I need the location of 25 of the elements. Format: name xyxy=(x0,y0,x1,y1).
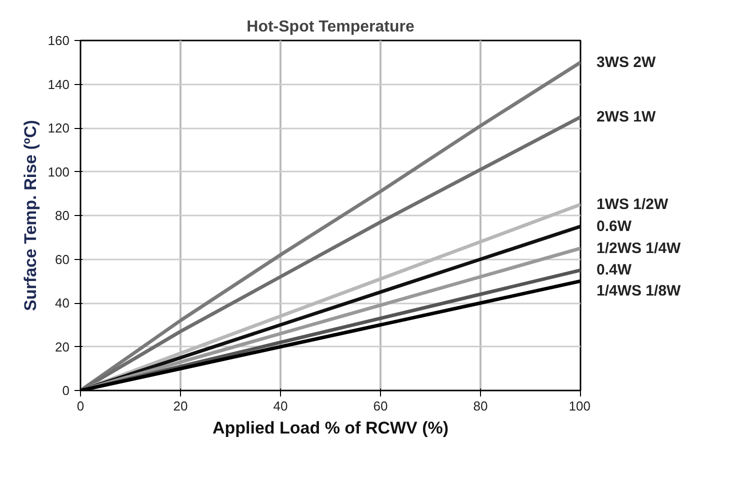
chart-title: Hot-Spot Temperature xyxy=(246,18,414,36)
y-tick-label: 120 xyxy=(48,120,70,136)
y-tick-label: 20 xyxy=(55,339,70,354)
x-tick-label: 40 xyxy=(273,398,288,414)
series-label: 1/4WS 1/8W xyxy=(596,282,682,300)
y-tick-label: 100 xyxy=(48,164,70,180)
x-tick-label: 60 xyxy=(373,398,388,414)
series-label: 0.6W xyxy=(596,218,632,235)
series-label: 1/2WS 1/4W xyxy=(596,240,682,257)
y-tick-label: 60 xyxy=(55,252,70,267)
series-label: 3WS 2W xyxy=(596,54,657,71)
y-tick-label: 0 xyxy=(62,383,70,398)
y-tick-label: 40 xyxy=(55,296,70,310)
series-label: 0.4W xyxy=(596,262,632,279)
x-tick-label: 0 xyxy=(76,398,84,414)
series-label: 2WS 1W xyxy=(596,108,657,126)
x-tick-label: 20 xyxy=(173,398,188,414)
x-tick-label: 100 xyxy=(568,398,591,414)
y-tick-label: 80 xyxy=(55,208,70,223)
y-tick-label: 160 xyxy=(48,33,70,48)
y-axis-title: Surface Temp. Rise (ºC) xyxy=(20,120,40,312)
series-label: 1WS 1/2W xyxy=(596,196,670,214)
y-tick-label: 140 xyxy=(48,76,70,92)
x-tick-label: 80 xyxy=(473,398,488,414)
x-axis-title: Applied Load % of RCWV (%) xyxy=(212,418,449,438)
